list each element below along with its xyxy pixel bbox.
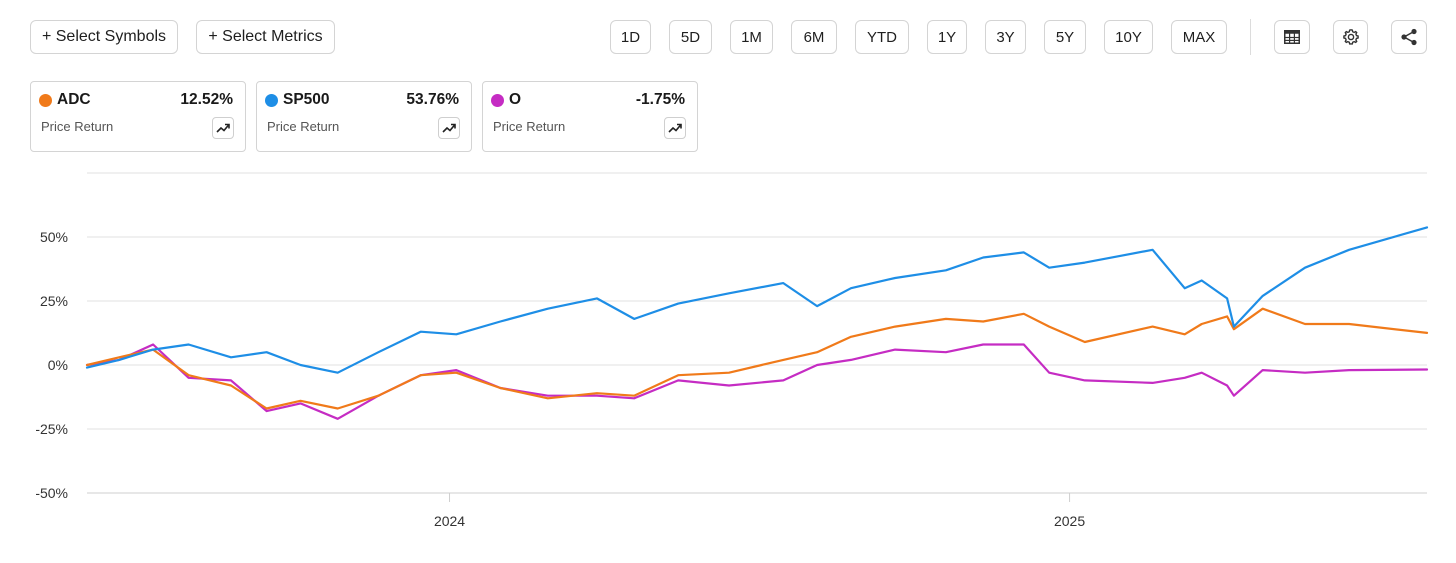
legend-card-adc[interactable]: ADC 12.52% Price Return [30, 81, 246, 152]
range-1m-button[interactable]: 1M [730, 20, 773, 54]
trending-up-icon [216, 123, 230, 133]
y-tick-label: -25% [35, 421, 68, 437]
range-3y-button[interactable]: 3Y [985, 20, 1026, 54]
x-tick-label: 2025 [1054, 513, 1085, 529]
trend-button[interactable] [212, 117, 234, 139]
trending-up-icon [668, 123, 682, 133]
range-5y-button[interactable]: 5Y [1044, 20, 1086, 54]
symbol-label: O [509, 91, 522, 108]
trend-button[interactable] [438, 117, 460, 139]
table-view-button[interactable] [1274, 20, 1310, 54]
share-button[interactable] [1391, 20, 1427, 54]
x-tick-label: 2024 [434, 513, 465, 529]
trend-button[interactable] [664, 117, 686, 139]
share-icon [1401, 28, 1417, 46]
toolbar-divider [1250, 19, 1251, 55]
range-1d-button[interactable]: 1D [610, 20, 651, 54]
symbol-label: SP500 [283, 91, 330, 108]
range-max-button[interactable]: MAX [1171, 20, 1227, 54]
legend-card-sp500[interactable]: SP500 53.76% Price Return [256, 81, 472, 152]
y-tick-label: 0% [48, 357, 68, 373]
legend-card-o[interactable]: O -1.75% Price Return [482, 81, 698, 152]
range-5d-button[interactable]: 5D [669, 20, 712, 54]
series-line-adc [85, 307, 1429, 410]
range-ytd-button[interactable]: YTD [855, 20, 909, 54]
metric-label: Price Return [41, 119, 114, 134]
select-metrics-button[interactable]: + Select Metrics [196, 20, 335, 54]
metric-label: Price Return [493, 119, 566, 134]
y-tick-label: -50% [35, 485, 68, 501]
series-color-dot [265, 94, 278, 107]
table-icon [1284, 30, 1300, 44]
symbol-label: ADC [57, 91, 91, 108]
y-tick-label: 25% [40, 293, 68, 309]
series-color-dot [39, 94, 52, 107]
range-10y-button[interactable]: 10Y [1104, 20, 1153, 54]
select-symbols-button[interactable]: + Select Symbols [30, 20, 178, 54]
settings-button[interactable] [1333, 20, 1368, 54]
gear-icon [1342, 29, 1359, 45]
toolbar: + Select Symbols + Select Metrics 1D 5D … [0, 0, 1456, 70]
return-value: 53.76% [406, 91, 459, 108]
range-6m-button[interactable]: 6M [791, 20, 837, 54]
series-line-sp500 [85, 226, 1429, 374]
return-value: -1.75% [635, 91, 685, 108]
series-color-dot [491, 94, 504, 107]
y-tick-label: 50% [40, 229, 68, 245]
trending-up-icon [442, 123, 456, 133]
series-line-o [85, 343, 1429, 420]
range-1y-button[interactable]: 1Y [927, 20, 967, 54]
metric-label: Price Return [267, 119, 340, 134]
return-value: 12.52% [180, 91, 233, 108]
